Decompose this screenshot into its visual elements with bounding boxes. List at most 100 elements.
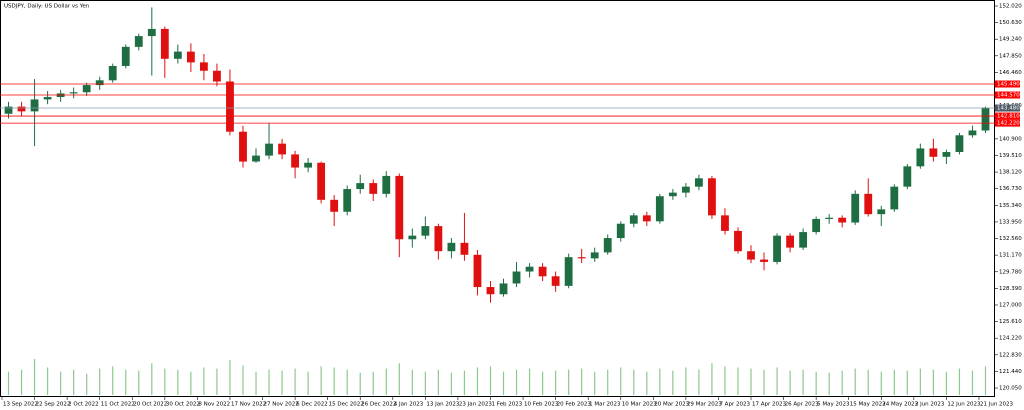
y-tick-label: 150.630 — [999, 20, 1022, 26]
volume-bar — [138, 370, 140, 395]
x-tick-label: 1 Feb 2023 — [491, 402, 522, 408]
candle-body — [82, 85, 91, 93]
level-label: 142.810 — [997, 114, 1020, 120]
candle-body — [147, 28, 156, 37]
y-tick-label: 147.850 — [999, 53, 1022, 59]
candle-body — [681, 186, 690, 193]
volume-bar — [333, 367, 335, 395]
level-tag — [995, 112, 1020, 120]
level-tag — [995, 119, 1020, 127]
x-tick-label: 27 Nov 2022 — [264, 402, 299, 408]
volume-bar — [60, 371, 62, 395]
volume-bar — [711, 363, 713, 395]
volume-bar — [541, 371, 544, 395]
x-tick-label: 26 Apr 2023 — [785, 402, 820, 408]
volume-bar — [450, 372, 453, 395]
candle-body — [343, 189, 352, 212]
candle-body — [734, 230, 742, 252]
volume-bar — [698, 369, 700, 395]
volume-bar — [398, 363, 400, 395]
x-tick-label: 17 Nov 2022 — [231, 402, 266, 408]
volume-bar — [112, 366, 114, 395]
volume-bar — [151, 363, 153, 395]
y-tick-label: 120.050 — [999, 386, 1022, 392]
candle-body — [17, 106, 26, 112]
x-tick-label: 1 Mar 2023 — [589, 402, 621, 408]
candle-body — [877, 209, 886, 215]
candle-body — [577, 257, 586, 259]
x-tick-label: 7 Apr 2023 — [719, 402, 750, 408]
volume-bar — [20, 369, 23, 395]
volume-bar — [528, 368, 531, 395]
candle-body — [421, 226, 430, 236]
candle-body — [564, 257, 573, 286]
candle-body — [642, 215, 651, 222]
volume-bar — [776, 367, 778, 395]
candle-body — [30, 99, 39, 112]
candle-body — [186, 51, 195, 63]
volume-bar — [555, 370, 557, 395]
candle-body — [499, 283, 508, 295]
volume-bar — [906, 370, 908, 395]
price-label: 143.480 — [997, 106, 1020, 112]
volume-bar — [815, 371, 817, 395]
x-tick-label: 20 Feb 2023 — [557, 402, 592, 408]
volume-bar — [672, 370, 674, 395]
candle-body — [226, 81, 234, 132]
x-tick-label: 23 Jan 2023 — [459, 402, 492, 408]
volume-bar — [177, 369, 179, 395]
volume-bar — [607, 369, 609, 395]
candle-body — [590, 252, 599, 259]
plot-frame — [0, 0, 995, 397]
candle-body — [160, 28, 169, 59]
candle-body — [460, 242, 469, 255]
volume-bar — [646, 371, 648, 395]
volume-bar — [463, 370, 466, 395]
candle-body — [43, 97, 52, 100]
volume-bar — [255, 371, 257, 395]
volume-bar — [125, 369, 127, 395]
candle-body — [173, 51, 182, 59]
x-tick-label: 17 Apr 2023 — [752, 402, 787, 408]
y-tick-label: 135.340 — [999, 203, 1022, 209]
volume-bar — [489, 366, 492, 395]
y-tick-label: 133.950 — [999, 219, 1022, 225]
volume-bar — [33, 359, 36, 395]
candle-body — [838, 217, 847, 223]
candle-body — [981, 107, 990, 131]
volume-bar — [854, 368, 856, 395]
y-tick-label: 138.120 — [999, 170, 1022, 176]
candle-body — [434, 226, 443, 252]
x-tick-label: 20 Oct 2022 — [133, 402, 167, 408]
candle-body — [668, 192, 677, 197]
y-tick-label: 124.220 — [999, 336, 1022, 342]
volume-bar — [789, 370, 791, 395]
x-tick-label: 22 Sep 2022 — [36, 402, 71, 408]
volume-bar — [7, 371, 10, 395]
volume-bar — [476, 367, 479, 395]
candle-body — [4, 106, 13, 114]
candle-body — [356, 183, 365, 190]
x-tick-label: 2 Jun 2023 — [915, 402, 945, 408]
candle-body — [473, 254, 482, 288]
candle-body — [695, 178, 703, 187]
volume-bar — [385, 368, 387, 395]
volume-bar — [919, 368, 921, 395]
volume-bar — [932, 369, 934, 395]
volume-bar — [281, 370, 283, 395]
candle-body — [108, 65, 117, 81]
level-label: 144.570 — [997, 93, 1020, 99]
candle-body — [968, 130, 977, 136]
volume-bar — [99, 368, 101, 395]
volume-bar — [568, 369, 570, 395]
volume-bar — [216, 368, 218, 395]
volume-bar — [437, 369, 439, 395]
volume-bar — [958, 368, 961, 395]
volume-bar — [515, 369, 518, 395]
candle-body — [265, 143, 273, 156]
y-tick-label: 152.020 — [999, 3, 1022, 9]
y-tick-label: 128.390 — [999, 286, 1022, 292]
volume-bar — [411, 369, 413, 395]
x-tick-label: 8 Nov 2022 — [198, 402, 230, 408]
